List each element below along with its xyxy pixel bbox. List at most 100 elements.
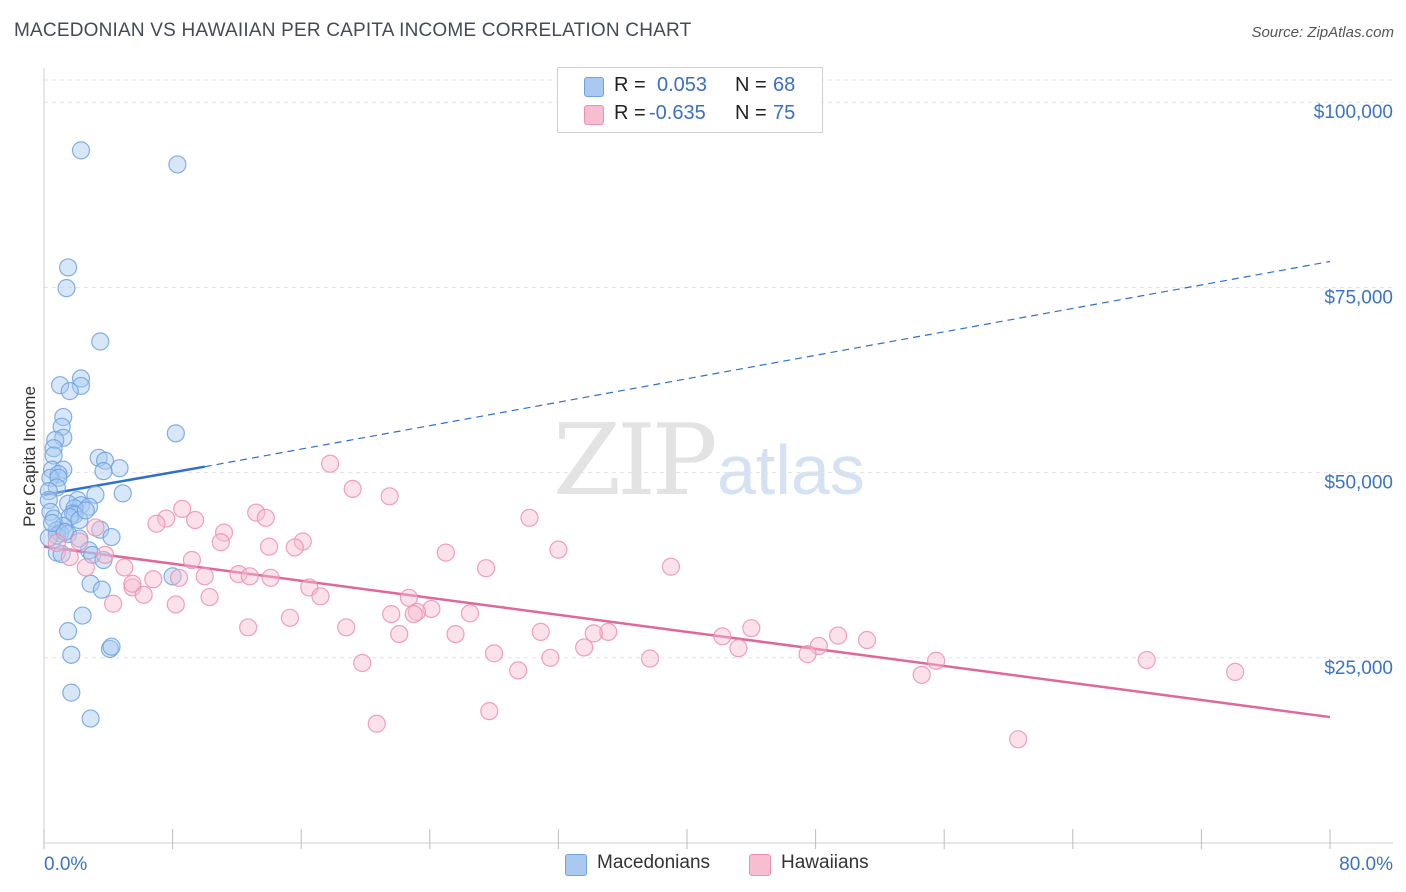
macedonian-point <box>60 382 79 401</box>
macedonian-point <box>166 424 185 443</box>
hawaiian-point <box>214 523 234 542</box>
macedonian-point <box>44 446 63 465</box>
hawaiian-point <box>599 622 618 641</box>
hawaiian-point <box>311 587 330 606</box>
hawaiian-point <box>742 619 761 638</box>
hawaiian-point <box>76 558 95 577</box>
hawaiian-point <box>337 618 356 637</box>
macedonian-point <box>71 369 91 388</box>
hawaiian-point <box>380 487 399 506</box>
hawaiian-point <box>584 624 603 643</box>
hawaiian-point <box>531 622 550 641</box>
watermark-zip: ZIP <box>553 404 718 518</box>
hawaiian-point <box>460 604 480 623</box>
hawaiian-point <box>157 509 176 528</box>
macedonian-point <box>102 527 121 547</box>
macedonian-point <box>57 279 76 298</box>
hawaiian-point <box>280 608 300 627</box>
legend-n-value: 68 <box>773 74 796 96</box>
data-points <box>39 141 1245 749</box>
x-tick-label-max: 80.0% <box>1339 854 1393 875</box>
hawaiian-point <box>390 625 409 644</box>
hawaiian-point <box>729 639 748 658</box>
macedonian-point <box>81 709 100 728</box>
hawaiian-point <box>47 533 66 553</box>
macedonian-point <box>102 637 121 656</box>
hawaiian-point <box>182 550 201 570</box>
macedonian-point <box>50 376 70 395</box>
bottom-legend-swatch-hawaiians <box>749 854 771 876</box>
hawaiian-point <box>446 625 465 644</box>
trend-lines <box>43 260 1331 719</box>
hawaiian-point <box>353 653 372 673</box>
legend-r-label: R = <box>614 102 646 124</box>
macedonian-point <box>168 155 187 174</box>
hawaiian-point <box>912 665 931 684</box>
bottom-legend-label: Macedonians <box>597 852 711 873</box>
legend-r-value: 0.053 <box>657 74 708 96</box>
hawaiian-point <box>640 649 660 668</box>
legend-row-macedonians: R = 0.053 N = 68 <box>558 74 822 100</box>
hawaiian-point <box>549 540 568 559</box>
macedonian-trend-solid <box>43 465 205 497</box>
hawaiian-point <box>115 558 134 577</box>
macedonian-point <box>44 439 63 458</box>
hawaiian-point <box>857 630 877 650</box>
x-tick-label-min: 0.0% <box>44 854 87 875</box>
hawaiian-point <box>713 627 732 646</box>
hawaiian-point <box>256 508 275 527</box>
hawaiian-point <box>661 557 681 576</box>
hawaiian-point <box>247 503 266 522</box>
y-tick-label: $75,000 <box>1324 287 1393 308</box>
bottom-legend-label: Hawaiians <box>781 852 869 873</box>
macedonian-point <box>73 606 92 625</box>
macedonian-point <box>86 485 105 504</box>
hawaiian-point <box>829 626 848 645</box>
hawaiian-point <box>407 602 427 621</box>
hawaiian-point <box>144 570 163 589</box>
hawaiian-point <box>436 543 455 562</box>
hawaiian-point <box>173 499 192 519</box>
hawaiian-point <box>239 618 258 637</box>
hawaiian-point <box>422 599 441 619</box>
hawaiian-point <box>259 537 279 556</box>
watermark-atlas: atlas <box>717 431 865 509</box>
hawaiian-point <box>134 585 153 604</box>
hawaiian-point <box>104 594 123 613</box>
hawaiian-point <box>169 568 189 587</box>
macedonian-point <box>113 484 132 503</box>
y-tick-label: $25,000 <box>1324 658 1393 679</box>
hawaiian-point <box>86 518 105 537</box>
hawaiian-point <box>123 574 142 593</box>
hawaiian-point <box>399 588 419 607</box>
y-tick-label: $50,000 <box>1324 473 1393 494</box>
legend-row-hawaiians: R = -0.635 N = 75 <box>558 102 822 128</box>
legend-r-value: -0.635 <box>649 102 706 124</box>
chart-title: MACEDONIAN VS HAWAIIAN PER CAPITA INCOME… <box>14 20 692 41</box>
hawaiian-point <box>480 702 499 721</box>
hawaiian-point <box>229 564 248 584</box>
hawaiian-point <box>343 479 362 499</box>
hawaiian-point <box>509 661 528 680</box>
hawaiian-point <box>485 644 504 663</box>
legend-n-label: N = <box>735 74 767 96</box>
macedonian-point <box>71 376 91 396</box>
hawaiian-point <box>200 587 219 607</box>
hawaiian-point <box>70 532 89 551</box>
hawaiian-point <box>261 568 280 587</box>
macedonian-point <box>59 258 78 277</box>
hawaiian-point <box>95 545 115 564</box>
macedonian-point <box>76 501 95 520</box>
macedonian-point <box>62 683 81 702</box>
y-tick-label: $100,000 <box>1314 102 1393 123</box>
axis-labels: $25,000 $50,000 $75,000 $100,000 0.0% 80.0% Pe… <box>20 102 1393 875</box>
macedonian-trend-dashed <box>204 260 1331 468</box>
hawaiian-point <box>404 604 423 624</box>
hawaiian-point <box>211 533 230 552</box>
legend-n-label: N = <box>735 102 767 124</box>
macedonian-point <box>81 574 100 593</box>
macedonian-point <box>42 513 62 533</box>
macedonian-point <box>70 510 89 530</box>
legend-swatch-hawaiians <box>584 105 604 125</box>
legend-swatch-macedonians <box>584 77 604 97</box>
